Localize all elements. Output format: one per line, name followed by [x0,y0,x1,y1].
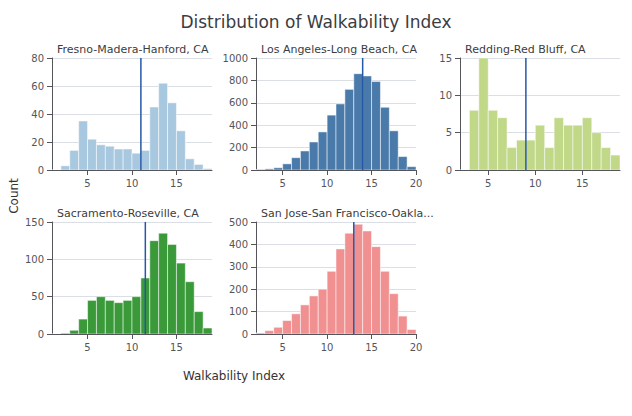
svg-text:0: 0 [446,165,452,176]
svg-text:15: 15 [170,178,183,189]
svg-text:10: 10 [529,178,542,189]
svg-text:150: 150 [25,217,44,228]
svg-text:1000: 1000 [223,53,248,64]
svg-text:0: 0 [38,165,44,176]
svg-text:10: 10 [126,342,139,353]
svg-text:15: 15 [576,178,589,189]
svg-text:20: 20 [31,137,44,148]
svg-text:San Jose-San Francisco-Oakla..: San Jose-San Francisco-Oakla... [261,207,434,220]
svg-text:200: 200 [229,142,248,153]
svg-text:0: 0 [38,329,44,340]
svg-text:10: 10 [321,178,334,189]
svg-text:300: 300 [229,261,248,272]
svg-text:5: 5 [485,178,491,189]
svg-text:60: 60 [31,81,44,92]
svg-text:5: 5 [279,342,285,353]
svg-text:Los Angeles-Long Beach, CA: Los Angeles-Long Beach, CA [261,43,418,56]
svg-text:200: 200 [229,284,248,295]
svg-text:Walkability Index: Walkability Index [183,369,285,383]
svg-text:100: 100 [25,254,44,265]
svg-text:100: 100 [229,306,248,317]
svg-text:5: 5 [446,127,452,138]
svg-text:40: 40 [31,109,44,120]
svg-text:20: 20 [410,178,423,189]
svg-text:80: 80 [31,53,44,64]
svg-text:800: 800 [229,75,248,86]
svg-text:600: 600 [229,97,248,108]
svg-text:400: 400 [229,120,248,131]
svg-text:15: 15 [439,53,452,64]
svg-text:10: 10 [126,178,139,189]
svg-text:Fresno-Madera-Hanford, CA: Fresno-Madera-Hanford, CA [57,43,209,56]
svg-text:Count: Count [7,178,21,214]
svg-text:10: 10 [321,342,334,353]
svg-text:Distribution of Walkability In: Distribution of Walkability Index [180,12,451,32]
svg-text:10: 10 [439,90,452,101]
svg-text:20: 20 [410,342,423,353]
svg-text:15: 15 [170,342,183,353]
svg-text:5: 5 [279,178,285,189]
svg-text:5: 5 [84,342,90,353]
svg-text:0: 0 [242,165,248,176]
svg-text:5: 5 [84,178,90,189]
svg-text:400: 400 [229,239,248,250]
svg-text:Sacramento-Roseville, CA: Sacramento-Roseville, CA [57,207,199,220]
svg-text:50: 50 [31,291,44,302]
svg-text:0: 0 [242,329,248,340]
svg-text:500: 500 [229,217,248,228]
svg-text:Redding-Red Bluff, CA: Redding-Red Bluff, CA [465,43,586,56]
svg-text:15: 15 [365,342,378,353]
svg-text:15: 15 [365,178,378,189]
